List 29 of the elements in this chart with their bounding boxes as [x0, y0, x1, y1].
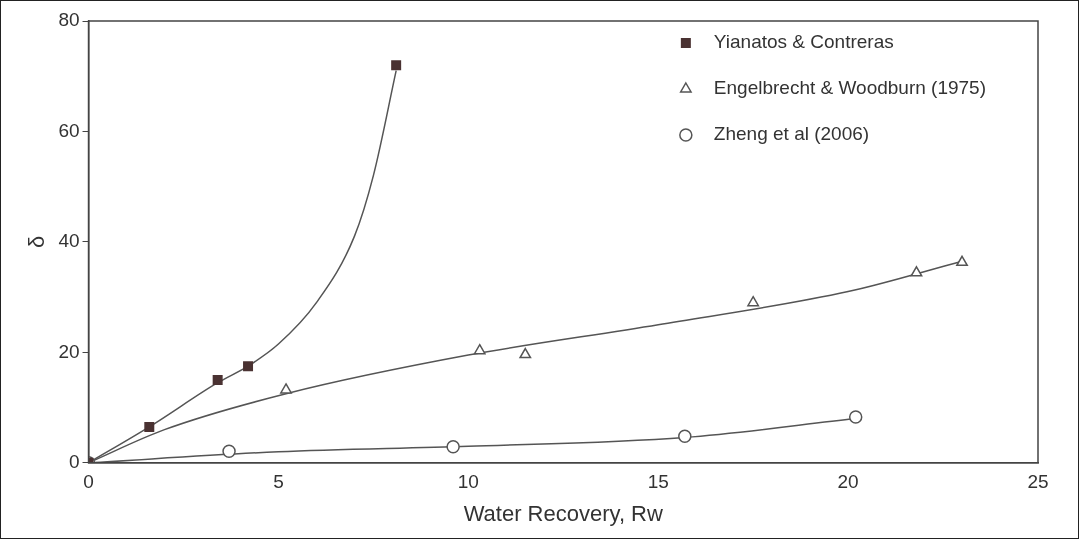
y-tick-label: 60 [58, 119, 80, 141]
point [473, 343, 486, 355]
x-tick-label: 0 [83, 471, 94, 493]
legend-label: Yianatos & Contreras [713, 31, 894, 53]
x-tick-label: 10 [457, 471, 479, 493]
y-axis-title: δ [24, 235, 50, 249]
y-tick-label: 40 [58, 230, 80, 252]
y-tick-label: 0 [68, 451, 80, 473]
point [848, 410, 863, 424]
point [280, 383, 292, 394]
y-tick-label: 20 [58, 340, 80, 362]
point [678, 429, 692, 444]
point [956, 255, 968, 267]
legend-label: Engelbrecht & Woodburn (1975) [713, 77, 987, 99]
x-tick-label: 5 [273, 471, 284, 493]
point [222, 444, 236, 458]
x-axis-title: Water Recovery, Rw [463, 500, 663, 526]
point [747, 295, 760, 307]
point [243, 361, 254, 372]
point [212, 374, 223, 385]
x-tick-label: 20 [837, 471, 859, 493]
y-tick-label: 80 [58, 9, 80, 31]
x-tick-label: 25 [1027, 471, 1049, 493]
point [519, 347, 532, 359]
legend-label: Zheng et al (2006) [713, 123, 870, 145]
point [910, 266, 923, 277]
point [446, 440, 460, 454]
point [144, 421, 155, 432]
x-tick-label: 15 [647, 471, 669, 493]
